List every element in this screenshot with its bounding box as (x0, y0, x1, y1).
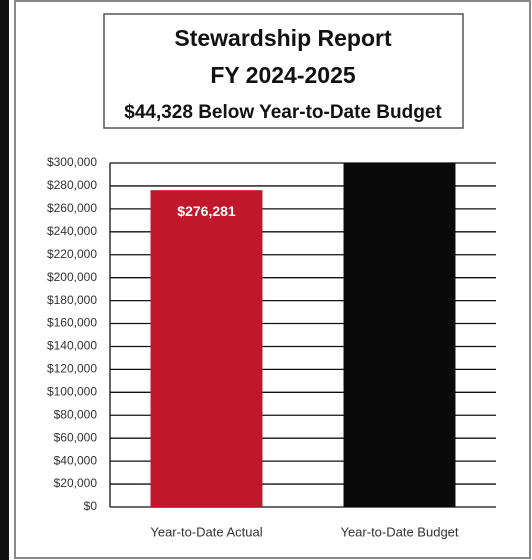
y-tick-label: $120,000 (47, 362, 97, 376)
y-tick-label: $180,000 (47, 293, 97, 307)
data-label: $276,281 (177, 203, 236, 219)
x-tick-label: Year-to-Date Budget (340, 524, 458, 539)
y-tick-label: $100,000 (47, 385, 97, 399)
y-tick-label: $40,000 (54, 453, 98, 467)
y-tick-label: $280,000 (47, 178, 97, 192)
y-tick-label: $20,000 (54, 476, 98, 490)
bar (343, 163, 456, 507)
bars (150, 163, 456, 507)
y-tick-label: $260,000 (47, 201, 97, 215)
y-tick-label: $60,000 (54, 430, 98, 444)
y-tick-label: $80,000 (54, 407, 98, 421)
chart-title: Stewardship Report (174, 25, 392, 51)
bar (150, 190, 263, 507)
y-tick-label: $300,000 (47, 155, 97, 169)
y-tick-label: $140,000 (47, 339, 97, 353)
title-box (103, 13, 464, 129)
y-tick-label: $160,000 (47, 316, 97, 330)
y-tick-label: $200,000 (47, 270, 97, 284)
y-tick-label: $240,000 (47, 224, 97, 238)
y-tick-label: $220,000 (47, 247, 97, 261)
left-bar (0, 0, 9, 560)
x-tick-label: Year-to-Date Actual (150, 524, 262, 539)
annotation: $44,328 Below Year-to-Date Budget (124, 102, 442, 123)
y-tick-label: $0 (84, 499, 98, 513)
labels: $0 $20,000 $40,000 $60,000 $80,000 $100,000 $1… (47, 155, 459, 539)
chart-subtitle: FY 2024-2025 (210, 62, 356, 88)
